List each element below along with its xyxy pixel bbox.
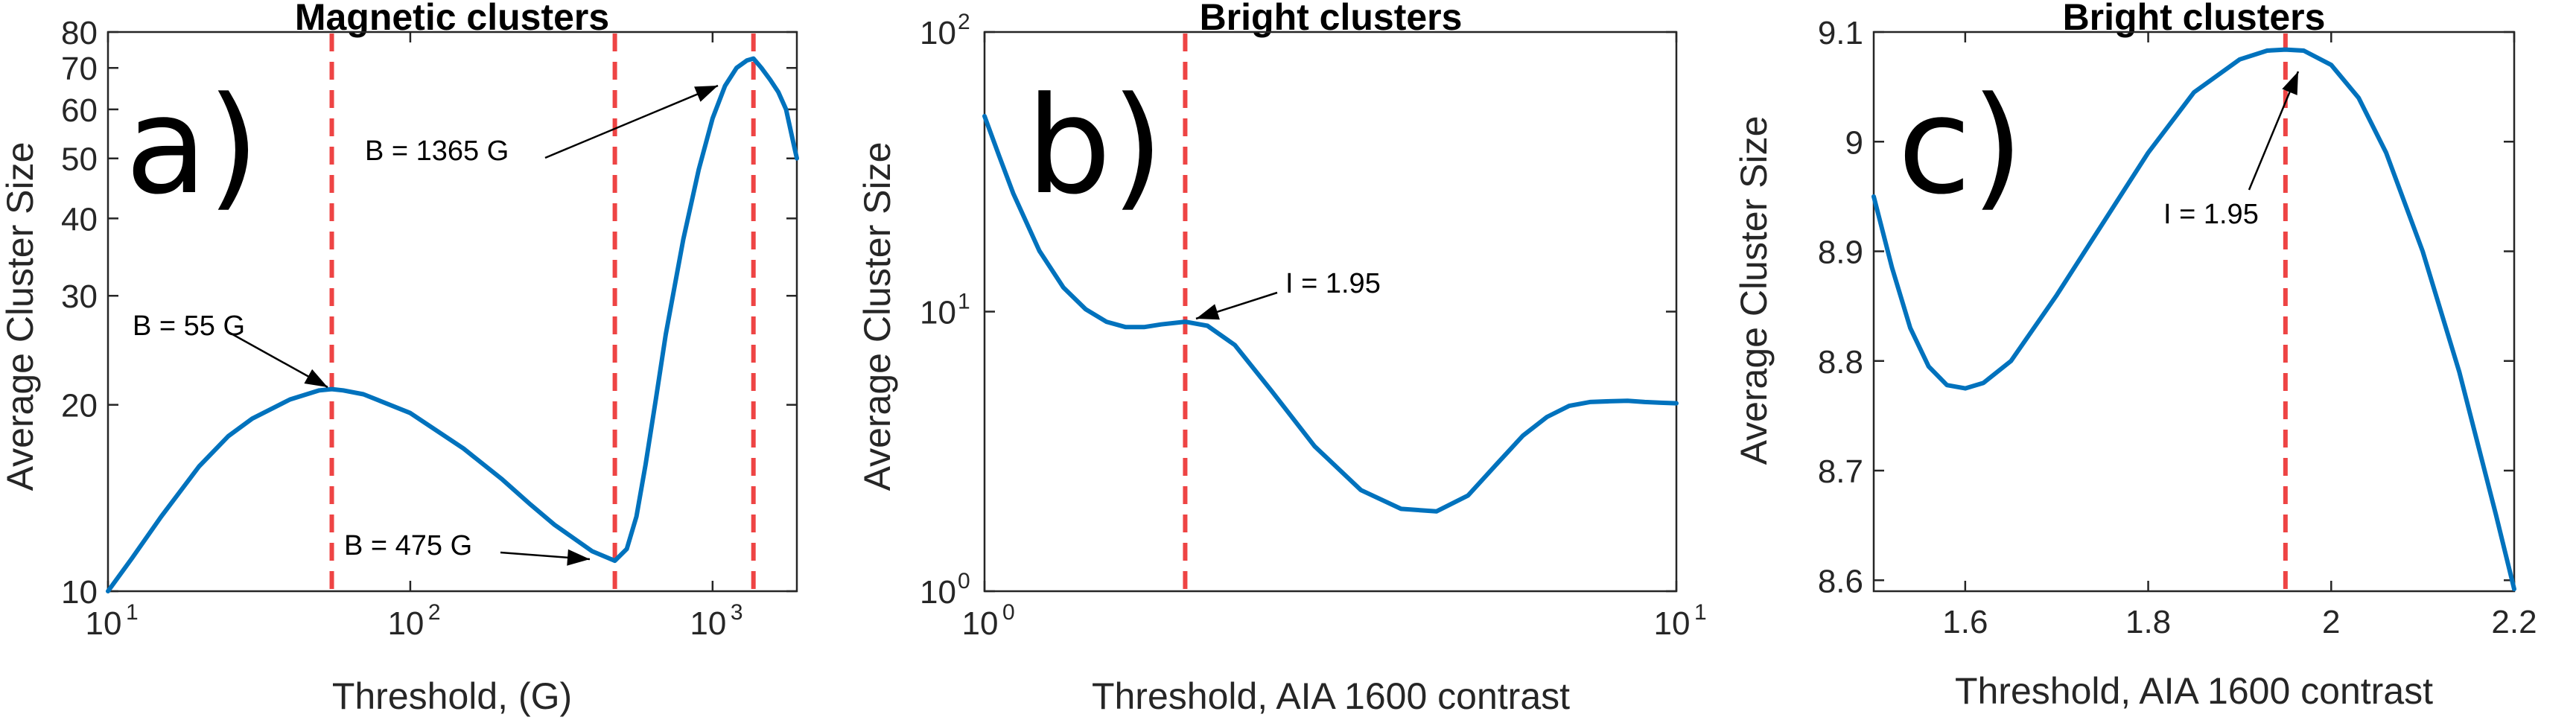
x-tick-label: 10 [387,605,424,642]
panel-b: Bright clusters Threshold, AIA 1600 cont… [856,0,1707,717]
x-tick-label: 10 [86,605,122,642]
y-tick-label: 20 [61,388,98,424]
y-tick-label: 8.6 [1818,563,1863,599]
data-series-line [106,56,799,593]
x-tick-label-exponent: 1 [126,600,139,625]
annotation-arrow-head [1196,304,1220,320]
x-tick-label: 10 [962,605,999,642]
panel-a-xlabel: Threshold, (G) [332,675,572,717]
panel-c: Bright clusters Threshold, AIA 1600 cont… [1733,0,2537,712]
y-tick-label: 10 [920,574,956,611]
data-series-line [982,114,1679,514]
y-tick-label: 80 [61,15,98,51]
y-tick-label-exponent: 2 [958,10,970,34]
plot-frame [1872,31,2516,593]
y-tick-label: 50 [61,141,98,178]
x-tick-label: 10 [690,605,726,642]
x-tick-label-exponent: 0 [1002,600,1015,625]
y-tick-label: 70 [61,51,98,87]
panel-a-ylabel: Average Cluster Size [0,142,41,491]
panel-b-ylabel: Average Cluster Size [856,142,898,491]
y-tick-label: 8.9 [1818,235,1863,271]
panel-a: Magnetic clusters Threshold, (G) Average… [0,0,799,717]
y-tick-label: 40 [61,201,98,238]
panel-c-xlabel: Threshold, AIA 1600 contrast [1955,670,2433,712]
data-series-line [1871,47,2516,592]
annotation-label: B = 475 G [344,530,472,561]
annotation-label: I = 1.95 [2163,199,2259,230]
x-tick-label-exponent: 1 [1694,600,1707,625]
x-tick-label-exponent: 2 [428,600,441,625]
y-tick-label: 10 [61,574,98,611]
panel-c-ylabel: Average Cluster Size [1733,116,1775,465]
x-tick-label: 1.8 [2125,604,2171,640]
y-tick-label-exponent: 1 [958,290,970,314]
y-tick-label: 30 [61,278,98,315]
y-tick-label: 60 [61,92,98,129]
panel-b-letter: b) [1026,69,1163,224]
annotation-label: B = 1365 G [365,136,509,167]
y-tick-label-exponent: 0 [958,569,970,593]
y-tick-label: 10 [920,295,956,331]
annotation-label: B = 55 G [133,310,245,342]
panel-b-xlabel: Threshold, AIA 1600 contrast [1092,675,1570,717]
x-tick-label: 10 [1654,605,1691,642]
y-tick-label: 8.7 [1818,453,1863,490]
annotation-arrow-head [567,549,590,566]
y-tick-label: 9 [1845,124,1863,161]
x-tick-label: 2.2 [2491,604,2537,640]
plot-frame [106,31,798,593]
y-tick-label: 10 [920,15,956,51]
x-tick-label: 2 [2322,604,2340,640]
annotation-label: I = 1.95 [1285,268,1381,299]
annotation-arrow-head [694,86,718,102]
panel-a-letter: a) [125,69,260,224]
panel-c-letter: c) [1898,69,2023,224]
y-tick-label: 8.8 [1818,344,1863,380]
x-tick-label: 1.6 [1942,604,1988,640]
annotation-arrow-line [544,84,719,159]
y-tick-label: 9.1 [1818,15,1863,51]
annotation-arrow-head [304,369,328,387]
annotation-arrow-head [2282,71,2298,95]
x-tick-label-exponent: 3 [731,600,743,625]
